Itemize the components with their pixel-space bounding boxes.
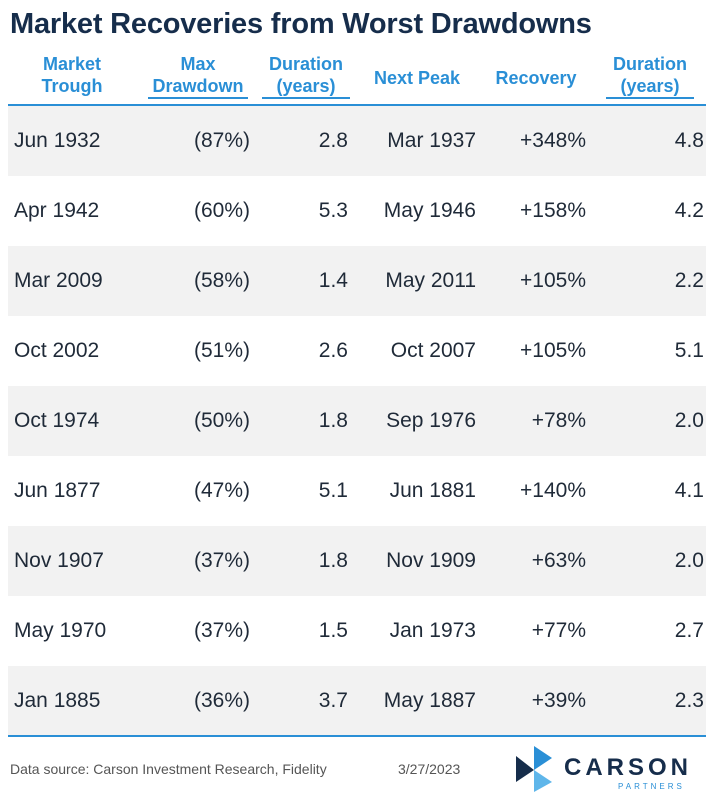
cell-duration-trough: 1.8 xyxy=(318,409,348,432)
cell-next-peak: Mar 1937 xyxy=(387,129,476,152)
footer-divider xyxy=(8,735,706,737)
cell-recovery: +77% xyxy=(531,619,586,642)
cell-recovery: +78% xyxy=(531,409,586,432)
header-next-peak: Next Peak xyxy=(373,68,461,88)
data-source-note: Data source: Carson Investment Research,… xyxy=(10,761,327,777)
header-market-trough: Market Trough xyxy=(41,54,103,96)
cell-max-drawdown: (51%) xyxy=(193,339,250,362)
cell-market-trough: Apr 1942 xyxy=(14,199,100,222)
table-row: Jan 1885 (36%) 3.7 May 1887 +39% 2.3 xyxy=(8,666,706,736)
cell-recovery: +63% xyxy=(531,549,586,572)
cell-next-peak: May 2011 xyxy=(385,269,476,292)
cell-recovery: +39% xyxy=(531,689,586,712)
header-duration-2: Duration (years) xyxy=(606,53,694,99)
page-title: Market Recoveries from Worst Drawdowns xyxy=(10,8,592,40)
cell-duration-recovery: 4.8 xyxy=(674,129,704,152)
header-recovery: Recovery xyxy=(495,68,577,88)
cell-duration-trough: 2.8 xyxy=(318,129,348,152)
cell-recovery: +348% xyxy=(520,129,586,152)
carson-partners-logo: CARSON PARTNERS xyxy=(512,744,707,794)
cell-next-peak: Jan 1973 xyxy=(389,619,476,642)
cell-recovery: +158% xyxy=(520,199,586,222)
table-row: Nov 1907 (37%) 1.8 Nov 1909 +63% 2.0 xyxy=(8,526,706,596)
logo-subtext: PARTNERS xyxy=(618,782,685,791)
cell-duration-recovery: 2.3 xyxy=(674,689,704,712)
cell-next-peak: Nov 1909 xyxy=(386,549,476,572)
cell-duration-trough: 2.6 xyxy=(318,339,348,362)
cell-market-trough: Mar 2009 xyxy=(14,269,103,292)
table-header: Market Trough Max Drawdown Duration (yea… xyxy=(0,53,714,103)
cell-max-drawdown: (37%) xyxy=(193,549,250,572)
cell-duration-recovery: 2.2 xyxy=(674,269,704,292)
cell-recovery: +105% xyxy=(520,339,586,362)
cell-next-peak: May 1887 xyxy=(383,689,476,712)
cell-max-drawdown: (58%) xyxy=(193,269,250,292)
cell-duration-trough: 5.3 xyxy=(318,199,348,222)
cell-max-drawdown: (87%) xyxy=(193,129,250,152)
cell-max-drawdown: (50%) xyxy=(193,409,250,432)
data-table-body: Jun 1932 (87%) 2.8 Mar 1937 +348% 4.8 Ap… xyxy=(8,106,706,736)
cell-market-trough: Nov 1907 xyxy=(14,549,104,572)
header-duration-1: Duration (years) xyxy=(262,53,350,99)
cell-market-trough: Oct 2002 xyxy=(14,339,100,362)
cell-next-peak: Sep 1976 xyxy=(386,409,476,432)
cell-duration-trough: 3.7 xyxy=(318,689,348,712)
cell-duration-recovery: 2.7 xyxy=(674,619,704,642)
publish-date: 3/27/2023 xyxy=(398,761,461,777)
cell-max-drawdown: (60%) xyxy=(193,199,250,222)
cell-recovery: +140% xyxy=(520,479,586,502)
table-row: Oct 1974 (50%) 1.8 Sep 1976 +78% 2.0 xyxy=(8,386,706,456)
cell-duration-recovery: 4.2 xyxy=(674,199,704,222)
cell-duration-recovery: 2.0 xyxy=(674,409,704,432)
logo-wordmark: CARSON xyxy=(564,754,693,781)
cell-max-drawdown: (47%) xyxy=(193,479,250,502)
carson-logo-icon xyxy=(516,746,552,792)
header-divider xyxy=(8,104,706,106)
cell-duration-trough: 5.1 xyxy=(318,479,348,502)
cell-next-peak: Oct 2007 xyxy=(390,339,476,362)
table-row: Apr 1942 (60%) 5.3 May 1946 +158% 4.2 xyxy=(8,176,706,246)
cell-duration-trough: 1.5 xyxy=(318,619,348,642)
table-row: Oct 2002 (51%) 2.6 Oct 2007 +105% 5.1 xyxy=(8,316,706,386)
header-max-drawdown: Max Drawdown xyxy=(148,53,248,99)
cell-next-peak: Jun 1881 xyxy=(389,479,476,502)
cell-next-peak: May 1946 xyxy=(383,199,476,222)
cell-market-trough: Jun 1932 xyxy=(14,129,101,152)
cell-market-trough: Jun 1877 xyxy=(14,479,101,502)
cell-duration-trough: 1.4 xyxy=(318,269,348,292)
table-row: May 1970 (37%) 1.5 Jan 1973 +77% 2.7 xyxy=(8,596,706,666)
cell-market-trough: Jan 1885 xyxy=(14,689,101,712)
cell-max-drawdown: (37%) xyxy=(193,619,250,642)
cell-market-trough: Oct 1974 xyxy=(14,409,100,432)
cell-duration-recovery: 4.1 xyxy=(674,479,704,502)
table-row: Jun 1932 (87%) 2.8 Mar 1937 +348% 4.8 xyxy=(8,106,706,176)
table-row: Jun 1877 (47%) 5.1 Jun 1881 +140% 4.1 xyxy=(8,456,706,526)
cell-recovery: +105% xyxy=(520,269,586,292)
table-row: Mar 2009 (58%) 1.4 May 2011 +105% 2.2 xyxy=(8,246,706,316)
cell-max-drawdown: (36%) xyxy=(193,689,250,712)
cell-duration-trough: 1.8 xyxy=(318,549,348,572)
cell-duration-recovery: 5.1 xyxy=(674,339,704,362)
cell-market-trough: May 1970 xyxy=(14,619,107,642)
cell-duration-recovery: 2.0 xyxy=(674,549,704,572)
